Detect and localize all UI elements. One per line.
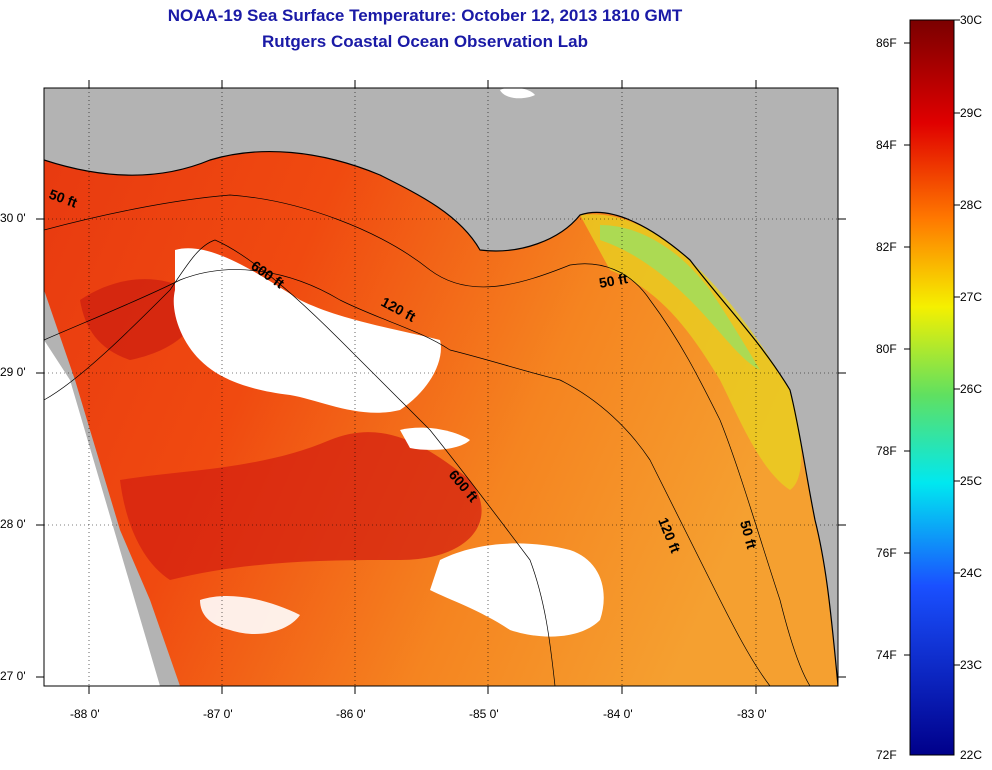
- cloud-north: [173, 248, 441, 413]
- cbar-c-30: 30C: [960, 13, 983, 27]
- lat-label-27: 27 0': [0, 669, 26, 683]
- axis-ticks: [36, 80, 846, 694]
- cbar-c-23: 23C: [960, 658, 983, 672]
- lon-label-88: -88 0': [70, 707, 100, 721]
- lat-label-29: 29 0': [0, 365, 26, 379]
- graticule: [44, 88, 838, 686]
- map-title: NOAA-19 Sea Surface Temperature: October…: [167, 6, 683, 25]
- lon-label-87: -87 0': [203, 707, 233, 721]
- cbar-c-24: 24C: [960, 566, 983, 580]
- colorbar: [909, 19, 955, 756]
- cloud-south: [430, 543, 604, 637]
- cbar-f-72: 72F: [876, 748, 897, 762]
- contour-120ft: [44, 269, 771, 686]
- cbar-c-26: 26C: [960, 382, 983, 396]
- cbar-f-80: 80F: [876, 342, 897, 356]
- coastal-green-band: [600, 225, 760, 370]
- colorbar-ticks: [904, 19, 960, 666]
- cbar-f-84: 84F: [876, 138, 897, 152]
- lat-label-30: 30 0': [0, 211, 26, 225]
- cbar-f-82: 82F: [876, 240, 897, 254]
- coastal-cool-band: [580, 214, 802, 490]
- lon-label-86: -86 0': [336, 707, 366, 721]
- cbar-c-28: 28C: [960, 198, 983, 212]
- cbar-f-86: 86F: [876, 36, 897, 50]
- cbar-f-78: 78F: [876, 444, 897, 458]
- map-subtitle: Rutgers Coastal Ocean Observation Lab: [262, 32, 588, 51]
- plot-frame: [43, 87, 839, 687]
- lon-label-84: -84 0': [603, 707, 633, 721]
- cbar-c-22: 22C: [960, 748, 983, 762]
- cloud-small: [400, 427, 470, 450]
- contour-600ft: [44, 239, 556, 686]
- contour-50ft: [44, 194, 811, 686]
- coastline: [44, 150, 838, 686]
- lake: [500, 88, 535, 99]
- contour-label-50ft-east: 50 ft: [598, 270, 629, 291]
- lon-label-83: -83 0': [737, 707, 767, 721]
- warm-patch: [80, 279, 197, 360]
- cbar-c-29: 29C: [960, 106, 983, 120]
- cbar-f-76: 76F: [876, 546, 897, 560]
- nodata-swath: [44, 88, 160, 686]
- cbar-f-74: 74F: [876, 648, 897, 662]
- cbar-c-27: 27C: [960, 290, 983, 304]
- warm-core: [120, 432, 482, 580]
- cbar-c-25: 25C: [960, 474, 983, 488]
- cloud-southwest: [200, 595, 300, 635]
- lat-label-28: 28 0': [0, 517, 26, 531]
- contour-label-50ft-south: 50 ft: [737, 519, 760, 551]
- lon-label-85: -85 0': [469, 707, 499, 721]
